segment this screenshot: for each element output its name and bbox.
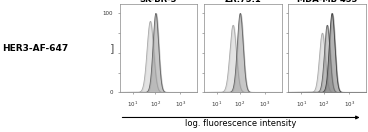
Text: ]: ] [110, 43, 114, 53]
Title: ZR.75.1: ZR.75.1 [224, 0, 261, 4]
Text: log. fluorescence intensity: log. fluorescence intensity [185, 119, 297, 128]
Text: HER3-AF-647: HER3-AF-647 [2, 44, 68, 53]
Title: MDA-MB 453: MDA-MB 453 [297, 0, 357, 4]
Title: SK-BR-3: SK-BR-3 [140, 0, 177, 4]
